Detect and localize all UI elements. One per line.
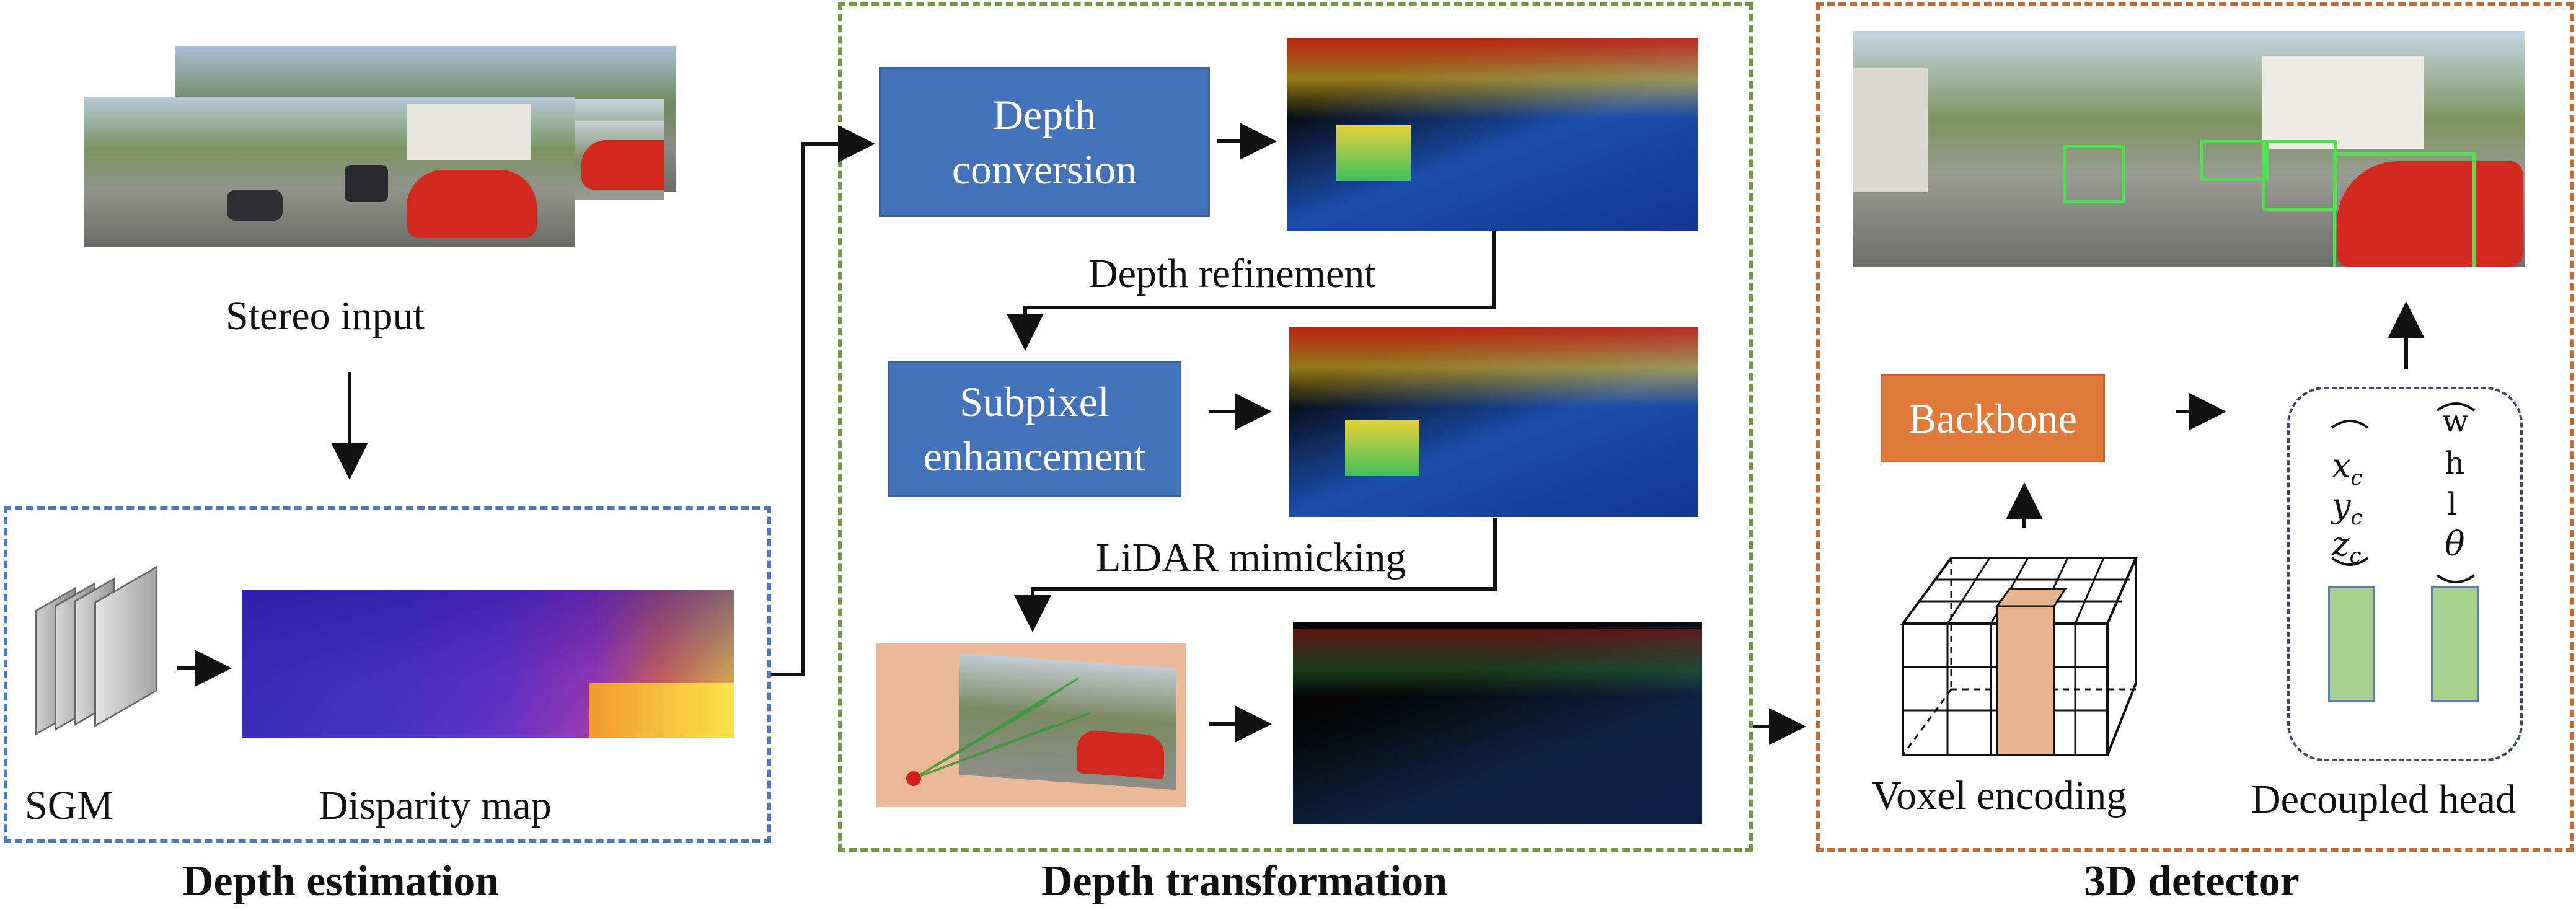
3d-detector-panel	[1816, 2, 2574, 852]
point-cloud-image-3	[1293, 622, 1702, 824]
stereo-image-front	[84, 97, 575, 247]
voxel-encoding-label: Voxel encoding	[1872, 773, 2127, 818]
depth-conversion-box: Depth conversion	[879, 67, 1210, 217]
sgm-label: SGM	[25, 783, 114, 828]
depth-refinement-label: Depth refinement	[1088, 251, 1376, 296]
head-theta: θ	[2445, 524, 2465, 563]
sgm-stack	[35, 565, 171, 736]
decoupled-head-label: Decoupled head	[2251, 777, 2516, 822]
decoupled-head-box	[2287, 387, 2523, 761]
lidar-mimicking-label: LiDAR mimicking	[1096, 535, 1406, 580]
subpixel-enhancement-box: Subpixel enhancement	[888, 361, 1181, 497]
stereo-image-right-crop	[575, 121, 664, 200]
head-w: w	[2442, 403, 2469, 439]
depth-estimation-panel	[4, 506, 771, 843]
lidar-mimic-image	[876, 643, 1186, 807]
head-x-c: xc	[2332, 446, 2363, 490]
head-y-c: yc	[2332, 486, 2363, 530]
point-cloud-image-1	[1287, 38, 1698, 231]
depth-transformation-title: Depth transformation	[1041, 857, 1448, 905]
detection-output-image	[1853, 31, 2525, 267]
disparity-map-label: Disparity map	[319, 783, 552, 828]
head-h: h	[2445, 445, 2465, 481]
head-bar-right	[2431, 586, 2479, 702]
head-l: l	[2447, 486, 2457, 522]
head-z-c: zc	[2332, 524, 2362, 568]
point-cloud-image-2	[1289, 327, 1698, 517]
3d-detector-title: 3D detector	[2084, 857, 2300, 905]
backbone-box: Backbone	[1881, 374, 2105, 462]
stereo-input-label: Stereo input	[226, 293, 425, 338]
depth-estimation-title: Depth estimation	[182, 857, 500, 905]
disparity-map-image	[242, 590, 734, 738]
head-bar-left	[2328, 586, 2375, 702]
